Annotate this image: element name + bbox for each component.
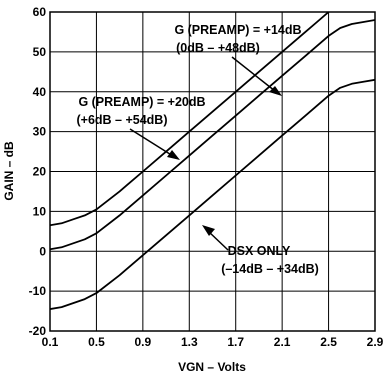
y-tick-label: -10 xyxy=(29,284,47,298)
series-line-3 xyxy=(50,78,375,310)
annotation-arrowhead xyxy=(202,225,215,236)
x-tick-labels: 0.1 0.5 0.9 1.3 1.7 2.1 2.5 2.9 xyxy=(42,335,384,349)
annotation-line: (+6dB – +54dB) xyxy=(76,113,167,127)
annotation-line: (0dB – +48dB) xyxy=(176,41,260,55)
y-tick-label: 40 xyxy=(33,85,47,99)
y-tick-label: 0 xyxy=(39,244,46,258)
x-tick-label: 0.9 xyxy=(135,335,152,349)
annotation-arrow-line xyxy=(231,56,276,92)
y-tick-labels: 60 50 40 30 20 10 0 -10 -20 xyxy=(29,5,47,338)
x-tick-label: 2.9 xyxy=(367,335,384,349)
y-tick-label: -20 xyxy=(29,324,47,338)
annotation-line: (–14dB – +34dB) xyxy=(221,262,319,276)
x-axis-label: VGN – Volts xyxy=(178,360,246,374)
annotation-preamp-14db: G (PREAMP) = +14dB (0dB – +48dB) xyxy=(174,23,302,96)
y-tick-label: 30 xyxy=(33,125,47,139)
annotation-arrowhead xyxy=(269,86,282,96)
x-tick-label: 0.5 xyxy=(88,335,105,349)
y-tick-label: 60 xyxy=(33,5,47,19)
annotation-arrow-line xyxy=(207,230,229,251)
y-tick-label: 20 xyxy=(33,165,47,179)
annotation-preamp-20db: G (PREAMP) = +20dB (+6dB – +54dB) xyxy=(76,95,206,160)
series-line-2 xyxy=(50,19,375,251)
x-tick-label: 1.3 xyxy=(181,335,198,349)
x-tick-label: 2.1 xyxy=(274,335,291,349)
x-tick-label: 2.5 xyxy=(320,335,337,349)
annotation-dsx-only: DSX ONLY (–14dB – +34dB) xyxy=(202,225,319,276)
series-group xyxy=(50,12,375,310)
annotation-line: DSX ONLY xyxy=(228,244,291,258)
y-tick-label: 50 xyxy=(33,45,47,59)
y-tick-label: 10 xyxy=(33,204,47,218)
grid xyxy=(50,12,375,331)
annotation-line: G (PREAMP) = +14dB xyxy=(174,23,301,37)
annotation-arrow-line xyxy=(129,128,174,157)
x-tick-label: 1.7 xyxy=(227,335,244,349)
y-axis-label: GAIN – dB xyxy=(2,141,16,201)
annotation-arrowhead xyxy=(167,150,180,160)
annotation-line: G (PREAMP) = +20dB xyxy=(78,95,205,109)
x-tick-label: 0.1 xyxy=(42,335,59,349)
plot-frame xyxy=(49,11,376,332)
series-line-1 xyxy=(50,12,331,227)
